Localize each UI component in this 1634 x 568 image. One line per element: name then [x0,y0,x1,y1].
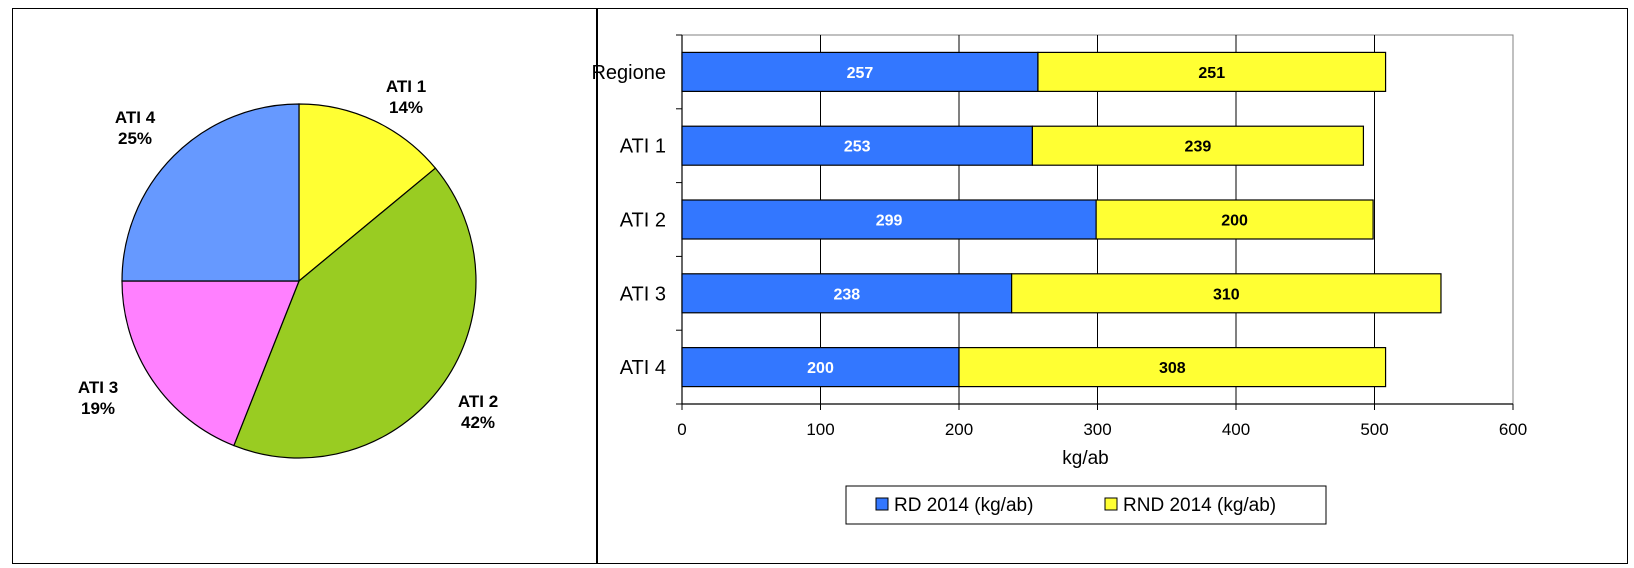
data-label-regione-series-2: 251 [1198,65,1225,82]
tick-label-x: 500 [1360,420,1388,439]
pie-label-ati-3: ATI 3 [78,378,118,397]
pie-percent-ati-4: 25% [118,129,152,148]
data-label-ati-4-series-2: 308 [1159,360,1186,377]
legend-label-series-1: RD 2014 (kg/ab) [894,495,1033,516]
data-label-ati-1-series-2: 239 [1185,139,1212,156]
category-label-ati-1: ATI 1 [620,136,666,158]
bar-regione-series-2 [1037,51,1387,93]
pie-chart: ATI 1 14% ATI 2 42% ATI 3 19% ATI 4 25% [78,77,498,459]
tick-label-x: 100 [806,420,834,439]
data-label-ati-1-series-1: 253 [844,139,871,156]
pie-percent-ati-1: 14% [389,98,423,117]
bar-ati-4-series-2 [958,347,1387,388]
pie-slice-ati-4 [121,103,300,282]
data-label-ati-2-series-1: 299 [876,213,903,230]
data-label-ati-3-series-1: 238 [833,286,860,303]
bar-ati-3-series-2 [1011,273,1442,314]
data-label-ati-3-series-2: 310 [1213,286,1240,303]
tick-label-x: 400 [1222,420,1250,439]
tick-label-x: 200 [945,420,973,439]
data-label-ati-2-series-2: 200 [1221,213,1248,230]
pie-slice-ati-1 [298,103,437,283]
x-axis-title: kg/ab [1062,448,1108,469]
category-label-regione: Regione [591,62,666,84]
pie-percent-ati-2: 42% [461,413,495,432]
legend [845,485,1327,525]
pie-label-ati-2: ATI 2 [458,392,498,411]
bar-ati-1-series-1 [681,125,1034,166]
bar-ati-4-series-1 [681,347,960,388]
tick-label-x: 0 [677,420,686,439]
pie-slice-ati-2 [233,167,477,459]
bar-ati-1-series-2 [1031,125,1365,166]
legend-label-series-2: RND 2014 (kg/ab) [1123,495,1276,516]
pie-slice-ati-3 [121,280,300,447]
category-label-ati-2: ATI 2 [620,210,666,232]
tick-label-x: 300 [1083,420,1111,439]
bar-chart: 0 100 200 300 400 500 600 Regione 257 251 ATI 1 253… [591,34,1527,525]
bar-regione-series-1 [681,51,1039,93]
pie-label-ati-4: ATI 4 [115,108,156,127]
legend-swatch-series-2 [1104,497,1118,511]
data-label-ati-4-series-1: 200 [807,360,834,377]
pie-label-ati-1: ATI 1 [386,77,426,96]
data-label-regione-series-1: 257 [847,65,874,82]
legend-swatch-series-1 [875,497,889,511]
category-label-ati-3: ATI 3 [620,283,666,305]
category-label-ati-4: ATI 4 [620,357,666,379]
pie-percent-ati-3: 19% [81,399,115,418]
tick-label-x: 600 [1499,420,1527,439]
bar-ati-2-series-2 [1095,199,1374,240]
